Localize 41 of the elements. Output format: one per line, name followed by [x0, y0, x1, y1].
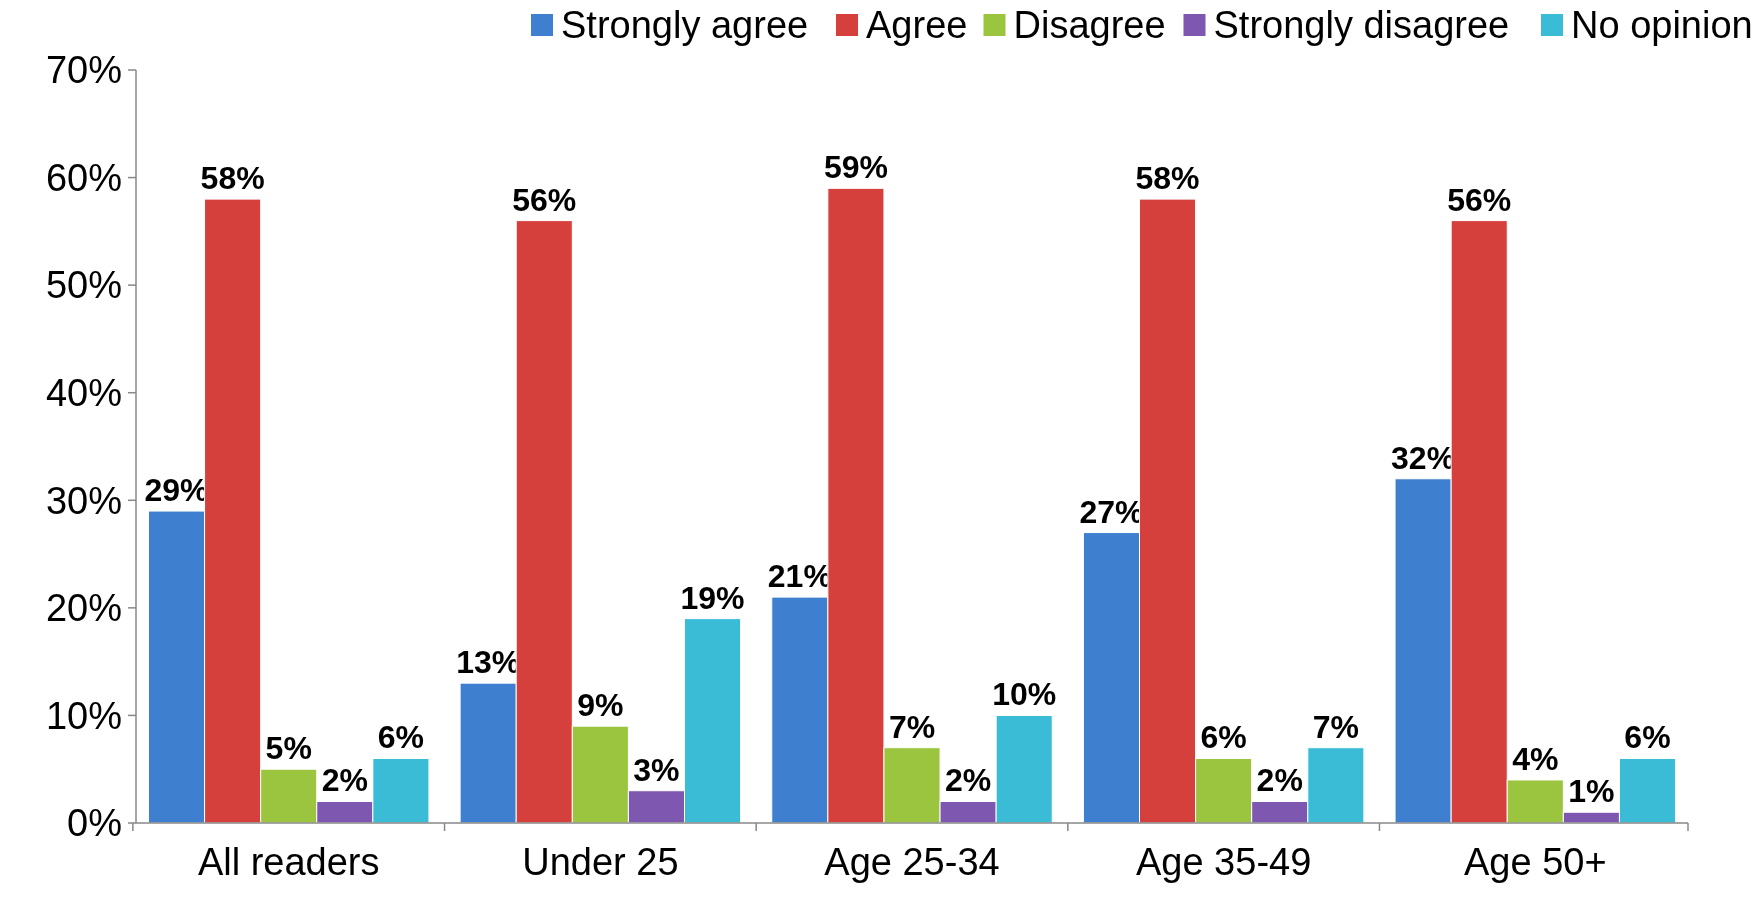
data-label: 58% [1135, 160, 1200, 197]
y-tick-label: 10% [45, 694, 122, 737]
y-tick-label: 30% [45, 479, 122, 522]
legend-label: No opinion [1571, 4, 1753, 47]
legend-label: Agree [866, 4, 968, 47]
data-label: 2% [321, 762, 368, 799]
y-tick-label: 60% [45, 156, 122, 199]
data-label: 7% [888, 708, 936, 745]
y-tick-label: 50% [45, 264, 122, 307]
y-tick-label: 20% [45, 587, 122, 630]
legend-label: Disagree [1013, 4, 1166, 47]
data-label: 58% [200, 160, 265, 197]
x-tick-label: Age 25-34 [824, 841, 1000, 883]
data-label: 6% [1200, 719, 1247, 756]
data-label: 6% [377, 719, 425, 756]
x-tick-label: Age 35-49 [1135, 841, 1312, 883]
data-label: 10% [992, 676, 1057, 713]
data-label: 29% [144, 472, 209, 509]
data-label: 56% [1447, 181, 1512, 218]
legend-label: Strongly disagree [1213, 4, 1510, 47]
y-tick-label: 40% [45, 372, 122, 415]
data-label: 5% [265, 730, 312, 767]
x-tick-label: Under 25 [522, 841, 679, 883]
data-label: 56% [512, 181, 577, 218]
data-label: 9% [577, 687, 624, 724]
y-tick-label: 0% [67, 802, 122, 845]
data-label: 32% [1391, 439, 1456, 476]
data-label: 7% [1312, 708, 1359, 745]
x-tick-label: All readers [197, 841, 380, 883]
data-label: 2% [944, 762, 992, 799]
data-label: 4% [1512, 740, 1559, 777]
data-label: 59% [823, 149, 888, 186]
data-label: 6% [1624, 719, 1671, 756]
data-label: 13% [456, 644, 521, 681]
legend-label: Strongly agree [561, 4, 809, 47]
y-tick-label: 70% [45, 49, 122, 92]
data-label: 1% [1568, 773, 1615, 810]
x-tick-label: Age 50+ [1463, 841, 1607, 883]
data-label: 3% [633, 751, 680, 788]
data-label: 19% [680, 579, 745, 616]
data-label: 2% [1256, 762, 1303, 799]
